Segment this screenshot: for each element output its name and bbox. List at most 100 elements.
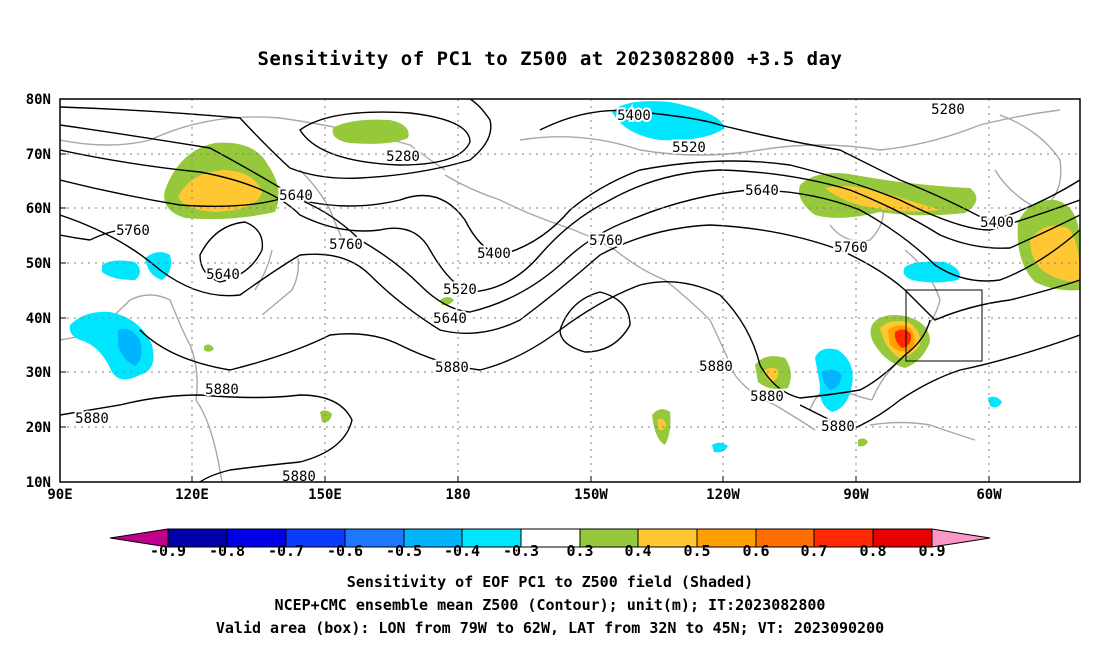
contour-label: 5640 xyxy=(206,267,240,283)
shade-red-valid xyxy=(894,329,912,348)
colorbar-tick: 0.3 xyxy=(566,542,593,560)
valid-area-box xyxy=(905,289,983,362)
contour-label: 5880 xyxy=(750,389,784,405)
colorbar-tick: -0.8 xyxy=(209,542,245,560)
contour-label: 5400 xyxy=(477,246,511,262)
lat-label: 30N xyxy=(26,365,51,381)
shade-cyan-50w xyxy=(988,396,1002,408)
shade-lightblue-95w xyxy=(822,369,842,390)
caption-contour: NCEP+CMC ensemble mean Z500 (Contour); u… xyxy=(274,596,826,614)
shade-green-87w xyxy=(858,438,868,447)
contour-label: 5640 xyxy=(279,188,313,204)
contour-label: 5640 xyxy=(433,311,467,327)
contour-5640-west xyxy=(60,179,1080,313)
shade-cyan-125w xyxy=(712,442,728,453)
map-frame xyxy=(59,98,1081,483)
shade-cyan-160w xyxy=(612,101,725,141)
shade-cyan-95e xyxy=(102,260,140,280)
japan-coast xyxy=(254,249,300,316)
contour-labels: 5280 5280 5400 5400 5400 5520 5520 5640 … xyxy=(73,100,1016,487)
lon-label: 150W xyxy=(574,487,608,503)
contour-label: 5640 xyxy=(745,183,779,199)
colorbar xyxy=(109,528,991,548)
colorbar-tick: 0.9 xyxy=(918,542,945,560)
lon-label: 60W xyxy=(976,487,1002,503)
shade-cyan-70w xyxy=(903,261,960,283)
lat-label: 60N xyxy=(26,201,51,217)
contour-5520 xyxy=(60,149,1080,293)
colorbar-tick: 0.5 xyxy=(683,542,710,560)
colorbar-tick: -0.5 xyxy=(386,542,422,560)
colorbar-ticks: -0.9 -0.8 -0.7 -0.6 -0.5 -0.4 -0.3 0.3 0… xyxy=(150,542,946,560)
colorbar-tick: -0.4 xyxy=(444,542,480,560)
shade-green-160e xyxy=(332,119,409,144)
contour-5880-east xyxy=(799,334,1080,431)
lon-axis-labels: 90E 120E 150E 180 150W 120W 90W 60W xyxy=(47,487,1002,503)
contour-5400-north xyxy=(539,109,1080,223)
greenland xyxy=(994,114,1062,211)
caption-shading: Sensitivity of EOF PC1 to Z500 field (Sh… xyxy=(346,573,754,591)
lon-label: 90W xyxy=(843,487,869,503)
shade-green-172e xyxy=(440,297,454,306)
tick-marks xyxy=(60,98,990,482)
contour-5880-pacific xyxy=(559,291,631,353)
contour-5280-closed xyxy=(299,111,471,166)
contour-5280-west xyxy=(60,99,492,179)
grid-lines xyxy=(60,99,1080,482)
north-america-arctic xyxy=(519,109,1061,156)
colorbar-arrow-right xyxy=(931,528,991,548)
contour-label: 5880 xyxy=(435,360,469,376)
contour-label: 5880 xyxy=(699,359,733,375)
lat-label: 20N xyxy=(26,420,51,436)
contour-5400-mid xyxy=(60,124,1080,256)
lon-label: 180 xyxy=(445,487,470,503)
caption-valid-area: Valid area (box): LON from 79W to 62W, L… xyxy=(215,619,885,637)
contour-label: 5880 xyxy=(205,382,239,398)
contour-label: 5880 xyxy=(75,411,109,427)
lat-label: 50N xyxy=(26,256,51,272)
lat-label: 80N xyxy=(26,92,51,108)
plot-title: Sensitivity of PC1 to Z500 at 2023082800… xyxy=(257,48,843,70)
colorbar-tick: -0.9 xyxy=(150,542,186,560)
contour-label: 5280 xyxy=(386,149,420,165)
colorbar-tick: 0.7 xyxy=(800,542,827,560)
contour-5640-low xyxy=(199,221,264,283)
lon-label: 150E xyxy=(308,487,342,503)
colorbar-tick: -0.7 xyxy=(268,542,304,560)
contour-5880-sw xyxy=(60,394,353,482)
shade-yellow-120e xyxy=(178,170,262,212)
contour-5760-south xyxy=(60,228,151,241)
lon-label: 90E xyxy=(47,487,72,503)
lon-label: 120W xyxy=(706,487,740,503)
z500-contours xyxy=(60,99,1080,482)
contour-label: 5760 xyxy=(589,233,623,249)
colorbar-tick: 0.8 xyxy=(859,542,886,560)
colorbar-tick: 0.4 xyxy=(624,542,651,560)
contour-label: 5760 xyxy=(834,240,868,256)
sensitivity-shading xyxy=(69,101,1080,453)
contour-label: 5880 xyxy=(821,419,855,435)
kamchatka-coast xyxy=(299,169,346,246)
contour-label: 5760 xyxy=(116,223,150,239)
shade-lightblue-90e xyxy=(118,328,142,366)
lat-axis-labels: 80N 70N 60N 50N 40N 30N 20N 10N xyxy=(26,92,51,491)
caribbean xyxy=(869,421,976,441)
colorbar-tick: -0.6 xyxy=(327,542,363,560)
lat-label: 10N xyxy=(26,475,51,491)
shade-green-155e xyxy=(320,410,332,423)
contour-label: 5400 xyxy=(980,215,1014,231)
lat-label: 70N xyxy=(26,147,51,163)
lat-label: 40N xyxy=(26,311,51,327)
contour-label: 5760 xyxy=(329,237,363,253)
contour-5880-main xyxy=(139,281,931,399)
shade-green-130e xyxy=(204,344,214,352)
shade-yellow-110w xyxy=(763,367,779,382)
contour-5760-main xyxy=(60,214,1080,334)
contour-label: 5400 xyxy=(617,108,651,124)
contour-label: 5280 xyxy=(931,102,965,118)
contour-label: 5520 xyxy=(672,140,706,156)
lon-label: 120E xyxy=(175,487,209,503)
colorbar-tick: 0.6 xyxy=(742,542,769,560)
colorbar-tick: -0.3 xyxy=(503,542,539,560)
